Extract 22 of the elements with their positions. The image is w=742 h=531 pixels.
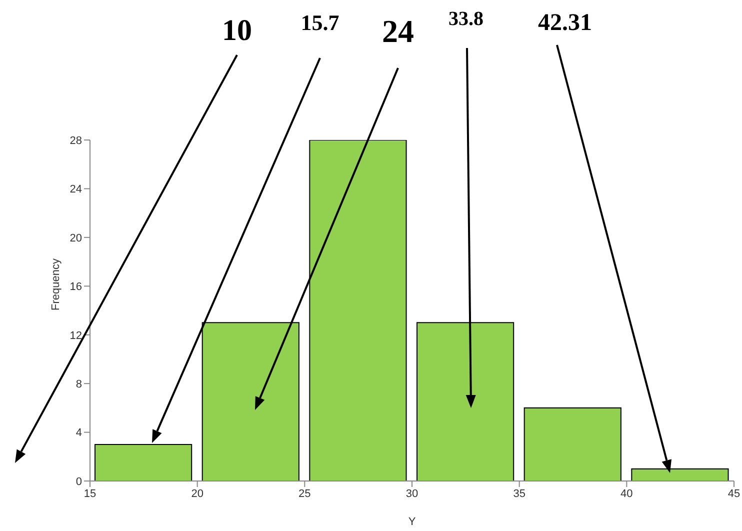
x-tick-label: 45 [728, 488, 740, 500]
y-tick-label: 20 [70, 232, 82, 244]
text: 10 [222, 14, 252, 47]
x-tick-label: 40 [620, 488, 633, 500]
x-tick-label: 20 [191, 488, 204, 500]
text: 15.7 [300, 10, 340, 35]
x-tick-label: 25 [298, 488, 311, 500]
x-tick-label: 35 [513, 488, 526, 500]
x-tick-label: 30 [406, 488, 418, 500]
text: 24 [382, 13, 414, 49]
y-tick-label: 16 [70, 281, 82, 294]
text: 33.8 [448, 8, 484, 30]
text: 42.31 [538, 10, 592, 36]
y-tick-label: 4 [76, 427, 82, 440]
y-axis-title: Frequency [50, 258, 62, 310]
y-tick-label: 0 [76, 476, 82, 488]
y-tick-label: 28 [70, 134, 82, 147]
x-tick-label: 15 [84, 488, 96, 500]
y-tick-label: 12 [70, 330, 82, 342]
y-tick-label: 24 [70, 184, 82, 196]
x-axis-title: Y [408, 516, 416, 528]
y-tick-label: 8 [76, 378, 82, 390]
